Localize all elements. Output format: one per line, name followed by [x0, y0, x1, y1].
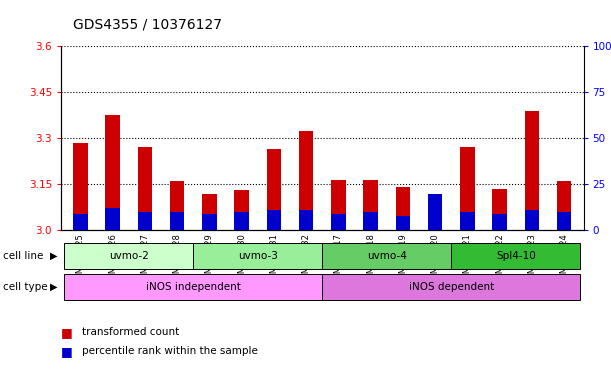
Bar	[235, 212, 249, 230]
Text: ▶: ▶	[50, 251, 57, 261]
Bar	[364, 180, 378, 230]
Text: ▶: ▶	[50, 282, 57, 292]
Bar	[525, 210, 539, 230]
Bar	[492, 214, 507, 230]
Bar	[428, 194, 442, 230]
Bar	[452, 243, 580, 269]
Text: GDS4355 / 10376127: GDS4355 / 10376127	[73, 17, 222, 31]
Bar	[364, 212, 378, 230]
Bar	[170, 212, 185, 230]
Text: iNOS dependent: iNOS dependent	[409, 282, 494, 292]
Bar	[299, 131, 313, 230]
Bar	[460, 212, 475, 230]
Bar	[525, 111, 539, 230]
Bar	[235, 190, 249, 230]
Text: uvmo-4: uvmo-4	[367, 251, 407, 262]
Text: percentile rank within the sample: percentile rank within the sample	[82, 346, 258, 356]
Bar	[73, 143, 88, 230]
Bar	[557, 181, 571, 230]
Bar	[193, 243, 323, 269]
Text: uvmo-3: uvmo-3	[238, 251, 278, 262]
Bar	[266, 210, 281, 230]
Bar	[106, 115, 120, 230]
Bar	[137, 147, 152, 230]
Bar	[137, 212, 152, 230]
Bar	[557, 212, 571, 230]
Bar	[396, 216, 410, 230]
Bar	[299, 210, 313, 230]
Bar	[492, 189, 507, 230]
Bar	[64, 274, 323, 300]
Bar	[428, 198, 442, 230]
Bar	[396, 187, 410, 230]
Text: uvmo-2: uvmo-2	[109, 251, 148, 262]
Text: ■: ■	[61, 345, 73, 358]
Bar	[106, 208, 120, 230]
Text: iNOS independent: iNOS independent	[146, 282, 241, 292]
Bar	[64, 243, 193, 269]
Text: cell line: cell line	[3, 251, 43, 261]
Bar	[323, 243, 452, 269]
Bar	[170, 181, 185, 230]
Bar	[266, 149, 281, 230]
Bar	[331, 180, 346, 230]
Bar	[323, 274, 580, 300]
Bar	[202, 194, 217, 230]
Text: ■: ■	[61, 326, 73, 339]
Bar	[73, 214, 88, 230]
Text: Spl4-10: Spl4-10	[496, 251, 536, 262]
Bar	[202, 214, 217, 230]
Bar	[331, 214, 346, 230]
Bar	[460, 147, 475, 230]
Text: transformed count: transformed count	[82, 327, 180, 337]
Text: cell type: cell type	[3, 282, 48, 292]
